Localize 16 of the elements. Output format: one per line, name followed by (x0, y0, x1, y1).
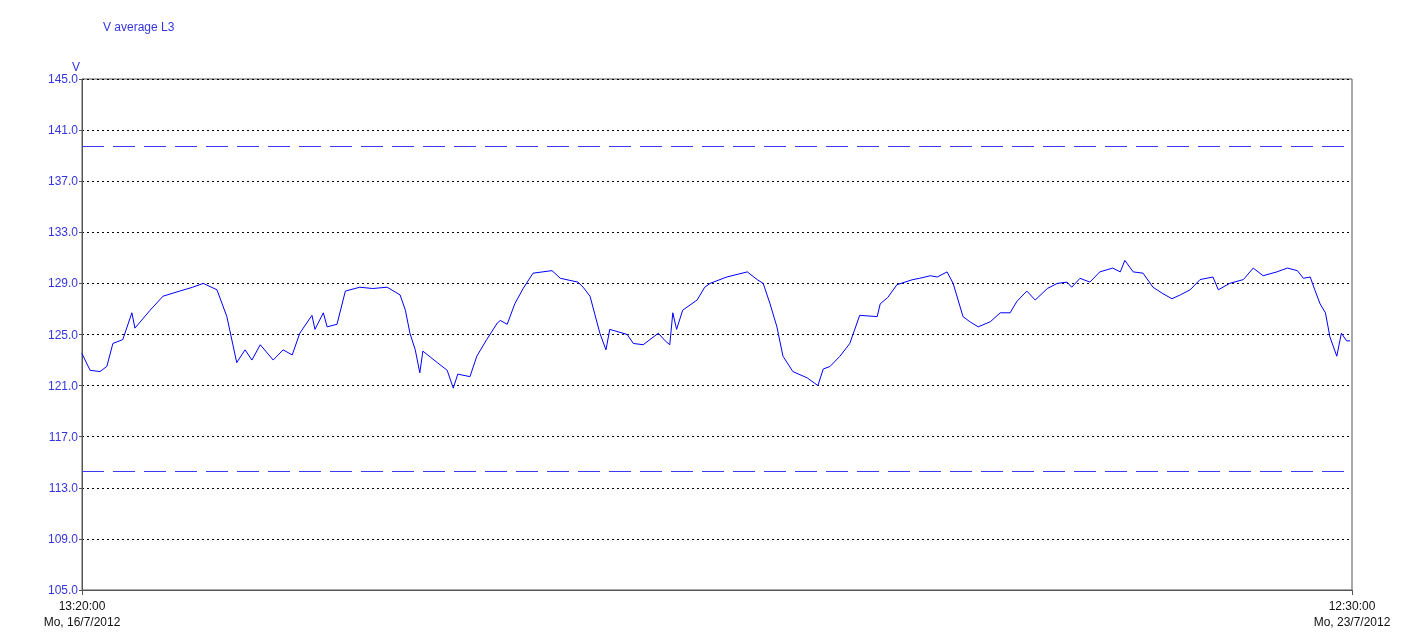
y-tick-label: 137.0 (47, 174, 79, 189)
y-tick-label: 125.0 (47, 327, 79, 342)
y-axis-title: V (71, 60, 80, 74)
chart-title: V average L3 (103, 20, 175, 34)
y-tick-label: 105.0 (47, 583, 79, 597)
y-tick-label: 117.0 (48, 429, 79, 444)
y-tick-label: 121.0 (47, 378, 79, 393)
x-tick-label: 13:20:00 Mo, 16/7/2012 (43, 599, 121, 629)
y-tick-label: 141.0 (47, 123, 79, 138)
y-tick-label: 145.0 (47, 72, 79, 86)
line-series (81, 259, 1351, 389)
y-tick-label: 109.0 (47, 531, 79, 546)
y-tick-label: 129.0 (47, 276, 79, 291)
y-tick-label: 133.0 (47, 225, 79, 240)
x-tick-label: 12:30:00 Mo, 23/7/2012 (1313, 599, 1391, 629)
y-tick-label: 113.0 (48, 480, 79, 495)
